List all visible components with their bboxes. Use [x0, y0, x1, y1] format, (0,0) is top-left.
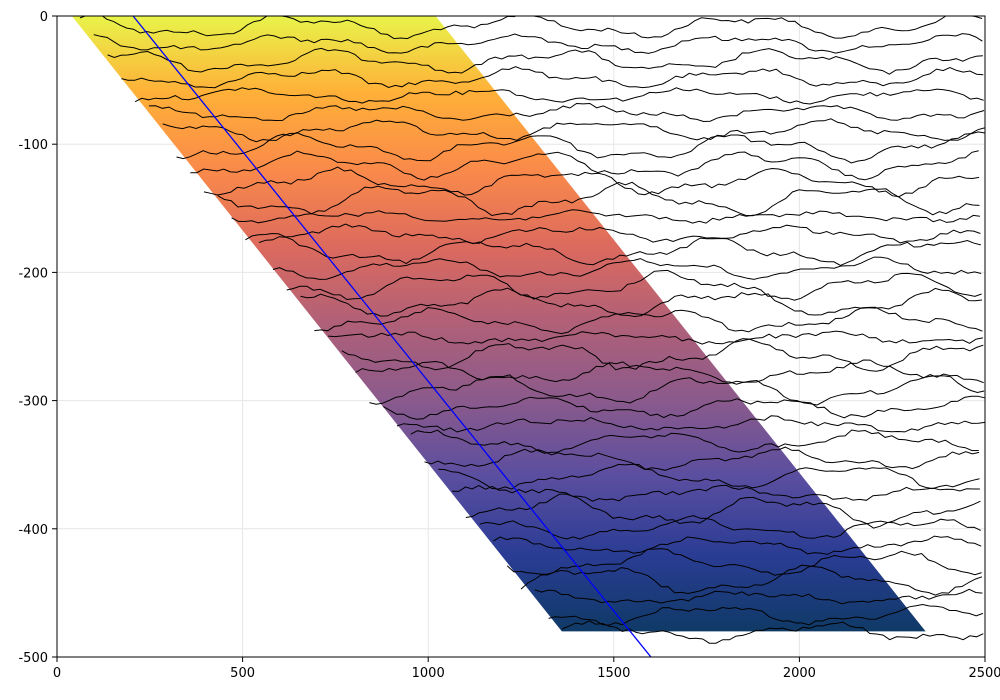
contour-line — [465, 493, 981, 529]
contour-line — [424, 446, 980, 471]
contour-line — [148, 102, 985, 123]
contour-line — [506, 548, 982, 576]
contour-line — [190, 150, 979, 181]
contour-line — [231, 209, 980, 224]
contour-line — [438, 463, 980, 490]
contour-line — [534, 588, 983, 605]
x-tick-label: 0 — [53, 666, 61, 681]
y-tick-label: -500 — [18, 651, 48, 666]
contour-line — [121, 66, 984, 89]
x-tick-label: 2000 — [783, 666, 816, 681]
contour-line — [328, 330, 983, 345]
reference-line — [132, 16, 652, 657]
contour-line — [410, 429, 979, 454]
contour-line — [245, 223, 981, 244]
contour-line — [452, 484, 980, 502]
contour-line — [548, 603, 984, 626]
x-tick-label: 2500 — [968, 666, 1000, 681]
contour-line — [93, 33, 983, 54]
x-axis: 0 500 1000 1500 2000 2500 — [53, 657, 1000, 681]
contour-line — [134, 87, 984, 105]
contour-line — [369, 374, 985, 406]
contour-line — [562, 620, 984, 644]
y-tick-label: -200 — [18, 266, 48, 281]
x-tick-label: 1000 — [412, 666, 445, 681]
y-tick-label: -300 — [18, 395, 48, 410]
x-tick-label: 500 — [230, 666, 255, 681]
colored-region — [71, 16, 926, 632]
contour-line — [396, 415, 985, 433]
contour-line — [355, 359, 984, 385]
contour-line — [520, 564, 983, 596]
contour-line — [493, 535, 982, 555]
contour-line — [176, 131, 985, 164]
contour-line — [107, 47, 983, 75]
plot-frame — [56, 15, 986, 658]
contour-line — [272, 256, 982, 280]
contour-line — [286, 269, 982, 301]
x-tick-label: 1500 — [597, 666, 630, 681]
y-tick-label: -100 — [18, 138, 48, 153]
y-tick-label: 0 — [40, 10, 48, 25]
contour-line — [259, 236, 981, 267]
contour-line — [79, 16, 983, 40]
contour-line — [382, 395, 985, 420]
y-tick-label: -400 — [18, 523, 48, 538]
contour-line — [217, 181, 980, 217]
contour-line — [314, 306, 983, 335]
contour-line — [162, 118, 985, 143]
contour-line — [479, 515, 982, 540]
contour-line — [203, 166, 980, 198]
contour-lines — [79, 16, 985, 644]
y-axis: 0 -100 -200 -300 -400 -500 — [18, 10, 57, 666]
